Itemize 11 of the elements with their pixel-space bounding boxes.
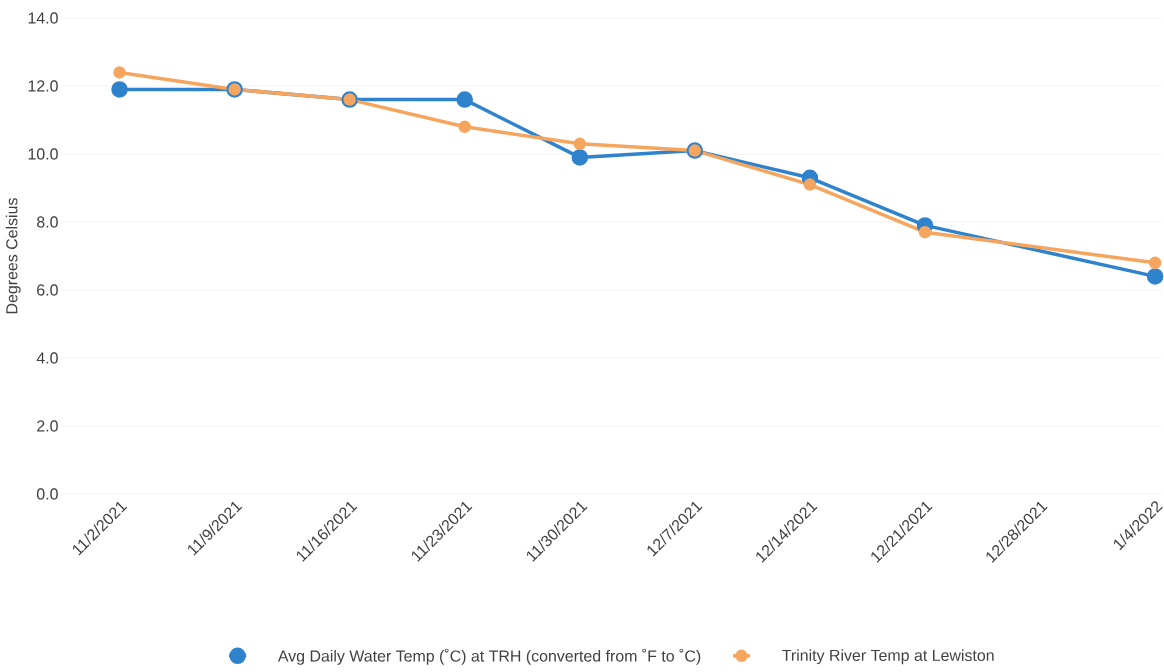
y-tick-label: 8.0 <box>37 216 58 228</box>
y-tick-label: 2.0 <box>37 420 58 432</box>
y-tick-label: 4.0 <box>36 352 58 364</box>
y-tick-label: 6.0 <box>37 284 58 296</box>
y-tick-label: 12.0 <box>28 80 58 92</box>
legend-label: Trinity River Temp at Lewiston <box>782 649 994 665</box>
y-axis-title: Degrees Celsius <box>5 198 21 314</box>
y-tick-label: 10.0 <box>28 148 58 160</box>
y-tick-label: 0.0 <box>36 488 58 500</box>
legend-label: Avg Daily Water Temp (˚C) at TRH (converted from ˚F to ˚C) <box>277 648 701 665</box>
y-tick-label: 14.0 <box>28 12 58 24</box>
